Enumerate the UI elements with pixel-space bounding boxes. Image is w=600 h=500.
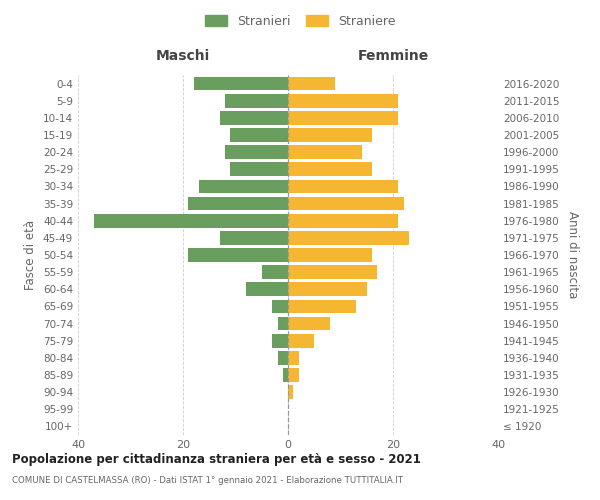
Bar [288,76,335,90]
Bar [199,180,288,194]
Bar [188,248,288,262]
Bar [288,386,293,399]
Bar [288,282,367,296]
Bar [188,196,288,210]
Bar [193,76,288,90]
Bar [220,111,288,124]
Bar [283,368,288,382]
Bar [288,351,299,364]
Bar [277,316,288,330]
Bar [94,214,288,228]
Bar [220,231,288,244]
Y-axis label: Fasce di età: Fasce di età [25,220,37,290]
Bar [288,231,409,244]
Bar [288,300,356,314]
Bar [288,180,398,194]
Bar [272,300,288,314]
Bar [272,334,288,347]
Text: Femmine: Femmine [358,48,428,62]
Bar [225,146,288,159]
Bar [288,214,398,228]
Legend: Stranieri, Straniere: Stranieri, Straniere [201,11,399,32]
Text: Popolazione per cittadinanza straniera per età e sesso - 2021: Popolazione per cittadinanza straniera p… [12,452,421,466]
Bar [230,128,288,142]
Bar [262,266,288,279]
Bar [288,146,361,159]
Bar [246,282,288,296]
Bar [288,266,377,279]
Bar [288,316,330,330]
Bar [225,94,288,108]
Bar [230,162,288,176]
Bar [288,334,314,347]
Bar [288,162,372,176]
Bar [288,94,398,108]
Bar [288,196,404,210]
Text: COMUNE DI CASTELMASSA (RO) - Dati ISTAT 1° gennaio 2021 - Elaborazione TUTTITALI: COMUNE DI CASTELMASSA (RO) - Dati ISTAT … [12,476,403,485]
Bar [288,248,372,262]
Bar [288,368,299,382]
Bar [288,128,372,142]
Text: Maschi: Maschi [156,48,210,62]
Bar [277,351,288,364]
Bar [288,111,398,124]
Y-axis label: Anni di nascita: Anni di nascita [566,212,579,298]
